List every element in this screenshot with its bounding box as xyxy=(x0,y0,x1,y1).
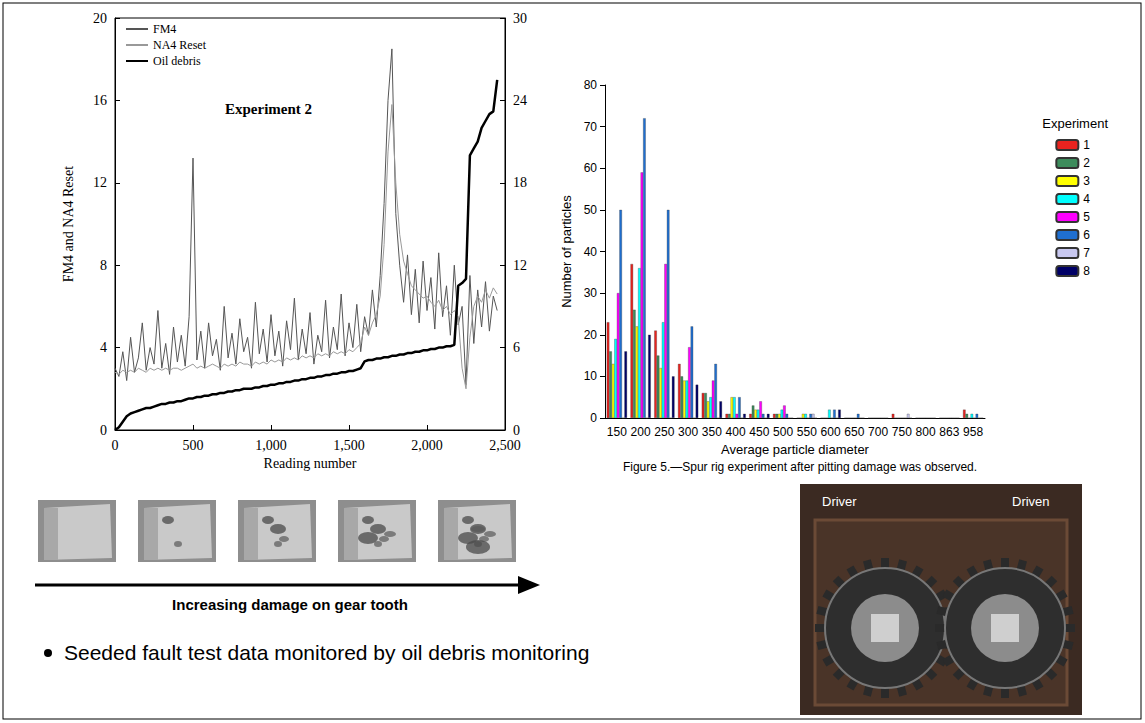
svg-text:4: 4 xyxy=(1083,192,1090,206)
svg-text:40: 40 xyxy=(584,245,598,259)
svg-text:FM4 and NA4 Reset: FM4 and NA4 Reset xyxy=(61,166,76,282)
svg-text:10: 10 xyxy=(584,369,598,383)
svg-text:958: 958 xyxy=(963,425,983,439)
svg-text:800: 800 xyxy=(916,425,936,439)
svg-text:1,000: 1,000 xyxy=(255,438,287,453)
svg-text:Figure 5.—Spur rig experiment: Figure 5.—Spur rig experiment after pitt… xyxy=(623,460,977,474)
svg-text:300: 300 xyxy=(678,425,698,439)
svg-text:8: 8 xyxy=(1083,264,1090,278)
svg-text:0: 0 xyxy=(590,411,597,425)
svg-text:500: 500 xyxy=(183,438,204,453)
svg-text:Driven: Driven xyxy=(1012,494,1050,509)
svg-text:0: 0 xyxy=(513,423,520,438)
svg-text:863: 863 xyxy=(939,425,959,439)
svg-text:12: 12 xyxy=(93,175,107,190)
svg-text:0: 0 xyxy=(100,423,107,438)
svg-text:1,500: 1,500 xyxy=(333,438,365,453)
svg-text:450: 450 xyxy=(749,425,769,439)
svg-text:18: 18 xyxy=(513,175,527,190)
svg-text:70: 70 xyxy=(584,120,598,134)
svg-text:6: 6 xyxy=(1083,228,1090,242)
svg-text:4: 4 xyxy=(100,340,107,355)
svg-text:Number of particles: Number of particles xyxy=(559,195,574,308)
svg-text:Driver: Driver xyxy=(822,494,857,509)
svg-text:16: 16 xyxy=(93,93,107,108)
svg-text:250: 250 xyxy=(654,425,674,439)
svg-text:7: 7 xyxy=(1083,246,1090,260)
svg-text:24: 24 xyxy=(513,93,527,108)
svg-text:600: 600 xyxy=(821,425,841,439)
svg-text:400: 400 xyxy=(726,425,746,439)
svg-text:30: 30 xyxy=(584,286,598,300)
svg-text:50: 50 xyxy=(584,203,598,217)
svg-text:0: 0 xyxy=(112,438,119,453)
svg-text:Reading number: Reading number xyxy=(264,456,357,471)
svg-text:6: 6 xyxy=(513,340,520,355)
svg-text:2: 2 xyxy=(1083,156,1090,170)
svg-text:Oil debris: Oil debris xyxy=(153,54,201,68)
svg-text:12: 12 xyxy=(513,258,527,273)
svg-text:150: 150 xyxy=(607,425,627,439)
svg-text:Experiment 2: Experiment 2 xyxy=(225,101,312,117)
svg-text:80: 80 xyxy=(584,78,598,92)
svg-text:2,500: 2,500 xyxy=(489,438,521,453)
svg-text:NA4 Reset: NA4 Reset xyxy=(153,38,207,52)
svg-text:Experiment: Experiment xyxy=(1042,116,1108,131)
svg-text:60: 60 xyxy=(584,161,598,175)
svg-text:Average particle diameter: Average particle diameter xyxy=(721,442,870,457)
svg-text:200: 200 xyxy=(631,425,651,439)
svg-text:2,000: 2,000 xyxy=(411,438,443,453)
svg-text:5: 5 xyxy=(1083,210,1090,224)
svg-text:350: 350 xyxy=(702,425,722,439)
svg-text:750: 750 xyxy=(892,425,912,439)
svg-text:20: 20 xyxy=(584,328,598,342)
svg-text:700: 700 xyxy=(868,425,888,439)
svg-text:30: 30 xyxy=(513,11,527,26)
svg-text:20: 20 xyxy=(93,11,107,26)
svg-text:650: 650 xyxy=(844,425,864,439)
svg-text:500: 500 xyxy=(773,425,793,439)
svg-text:FM4: FM4 xyxy=(153,22,176,36)
svg-text:Increasing damage on gear toot: Increasing damage on gear tooth xyxy=(172,596,408,613)
svg-text:1: 1 xyxy=(1083,138,1090,152)
svg-text:Seeded fault test data monitor: Seeded fault test data monitored by oil … xyxy=(64,641,589,664)
svg-text:8: 8 xyxy=(100,258,107,273)
svg-text:3: 3 xyxy=(1083,174,1090,188)
svg-text:550: 550 xyxy=(797,425,817,439)
